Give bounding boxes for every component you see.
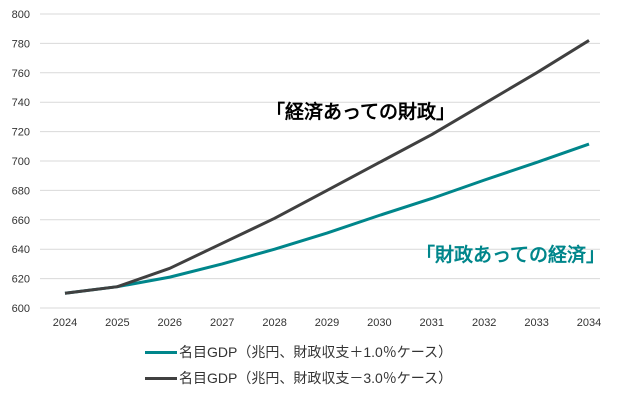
y-tick-label: 620 [12,274,30,286]
plot-area: 600 620 640 660 680 700 720 740 760 780 800 2024 202… [12,9,605,329]
y-tick-label: 760 [12,68,30,80]
x-tick-label: 2026 [158,317,182,329]
x-tick-label: 2031 [420,317,444,329]
y-tick-label: 800 [12,9,30,21]
annotation-economy: 「財政あっての経済」 [416,243,605,266]
y-tick-label: 700 [12,156,30,168]
y-tick-label: 600 [12,303,30,315]
x-tick-label: 2032 [472,317,496,329]
y-tick-label: 640 [12,244,30,256]
x-tick-label: 2033 [524,317,548,329]
y-tick-label: 780 [12,38,30,50]
legend-label: 名目GDP（兆円、財政収支＋1.0％ケース） [179,344,453,360]
x-tick-label: 2029 [315,317,339,329]
legend-item-minus3: 名目GDP（兆円、財政収支－3.0％ケース） [145,368,452,388]
legend-label: 名目GDP（兆円、財政収支－3.0％ケース） [179,370,453,386]
x-tick-label: 2024 [53,317,77,329]
x-tick-label: 2027 [210,317,234,329]
y-tick-label: 720 [12,127,30,139]
y-tick-label: 680 [12,185,30,197]
series-line-0 [64,142,590,295]
x-tick-label: 2025 [105,317,129,329]
x-tick-label: 2028 [262,317,286,329]
y-tick-label: 740 [12,97,30,109]
legend-item-plus1: 名目GDP（兆円、財政収支＋1.0％ケース） [145,342,452,362]
x-tick-label: 2030 [367,317,391,329]
y-tick-label: 660 [12,215,30,227]
annotation-fiscal: 「経済あっての財政」 [266,100,455,123]
legend-swatch [145,350,177,354]
legend-swatch [145,376,177,380]
x-tick-label: 2034 [577,317,601,329]
